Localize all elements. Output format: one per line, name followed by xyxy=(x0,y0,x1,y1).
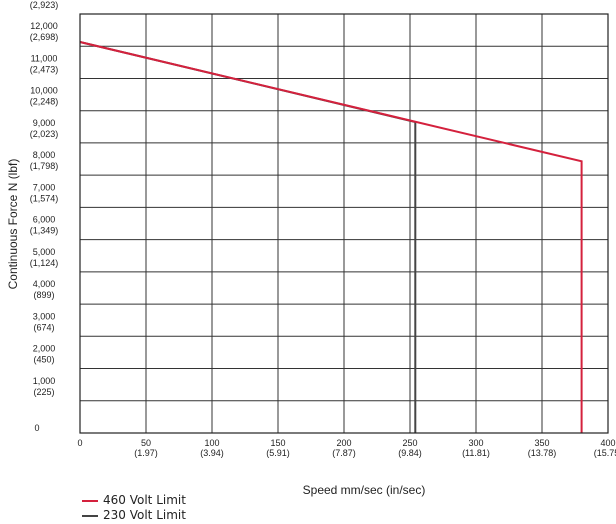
x-tick-label: 0 xyxy=(77,438,82,448)
legend-item-460v: 460 Volt Limit xyxy=(82,493,186,508)
y-tick-sublabel: (2,473) xyxy=(30,64,59,74)
legend-item-230v: 230 Volt Limit xyxy=(82,508,186,523)
y-tick-label: 5,000 xyxy=(33,247,56,257)
y-tick-label: 12,000 xyxy=(30,21,58,31)
legend-swatch-460v xyxy=(82,499,98,502)
y-tick-sublabel: (1,798) xyxy=(30,161,59,171)
y-tick-sublabel: (2,698) xyxy=(30,32,59,42)
series-line-230-volt-limit xyxy=(79,41,417,433)
y-tick-label: 11,000 xyxy=(31,53,58,63)
y-tick-label: 7,000 xyxy=(33,182,56,192)
y-tick-label: 10,000 xyxy=(30,86,58,96)
x-tick-sublabel: (9.84) xyxy=(398,448,422,458)
x-tick-label: 50 xyxy=(141,438,151,448)
x-tick-sublabel: (7.87) xyxy=(332,448,356,458)
legend: 460 Volt Limit 230 Volt Limit xyxy=(82,493,186,523)
x-tick-label: 250 xyxy=(402,438,417,448)
grid-lines xyxy=(80,14,608,433)
x-tick-sublabel: (3.94) xyxy=(200,448,224,458)
y-tick-label: 8,000 xyxy=(33,150,56,160)
y-tick-label: 0 xyxy=(34,423,39,433)
legend-swatch-230v xyxy=(82,514,98,517)
legend-label-230v: 230 Volt Limit xyxy=(103,508,186,522)
y-tick-label: 9,000 xyxy=(33,118,56,128)
y-tick-sublabel: (2,023) xyxy=(30,129,59,139)
y-tick-label: 6,000 xyxy=(33,215,56,225)
x-tick-label: 300 xyxy=(468,438,483,448)
y-tick-sublabel: (1,574) xyxy=(30,193,59,203)
x-tick-sublabel: (13.78) xyxy=(528,448,557,458)
y-tick-sublabel: (2,923) xyxy=(30,0,59,10)
x-tick-label: 100 xyxy=(204,438,219,448)
x-tick-label: 200 xyxy=(336,438,351,448)
series-lines xyxy=(79,41,583,433)
x-tick-sublabel: (1.97) xyxy=(134,448,158,458)
y-tick-sublabel: (1,124) xyxy=(30,258,59,268)
y-tick-sublabel: (450) xyxy=(33,355,54,365)
y-tick-sublabel: (225) xyxy=(33,387,54,397)
y-tick-sublabel: (2,248) xyxy=(30,97,59,107)
legend-label-460v: 460 Volt Limit xyxy=(103,493,186,507)
x-tick-label: 350 xyxy=(534,438,549,448)
x-tick-sublabel: (15.75) xyxy=(594,448,616,458)
x-tick-sublabel: (11.81) xyxy=(462,448,490,458)
y-tick-label: 4,000 xyxy=(33,279,56,289)
y-tick-label: 3,000 xyxy=(33,311,56,321)
plot-frame xyxy=(79,13,609,434)
y-tick-sublabel: (899) xyxy=(33,290,54,300)
x-tick-labels: 0 50(1.97)100(3.94)150(5.91)200(7.87)250(… xyxy=(77,438,616,458)
y-tick-label: 1,000 xyxy=(33,376,56,386)
y-tick-labels: 0 1,000(225) 2,000(450) 3,000(674) 4,000(899… xyxy=(30,0,59,433)
y-tick-label: 2,000 xyxy=(33,344,56,354)
x-axis-label: Speed mm/sec (in/sec) xyxy=(303,483,426,497)
y-axis-label: Continuous Force N (lbf) xyxy=(6,159,20,290)
plot-border xyxy=(79,13,609,434)
y-tick-sublabel: (674) xyxy=(33,322,54,332)
x-tick-label: 150 xyxy=(270,438,285,448)
series-line-460-volt-limit xyxy=(79,41,583,433)
x-tick-sublabel: (5.91) xyxy=(266,448,290,458)
y-tick-sublabel: (1,349) xyxy=(30,226,59,236)
x-tick-label: 400 xyxy=(600,438,615,448)
